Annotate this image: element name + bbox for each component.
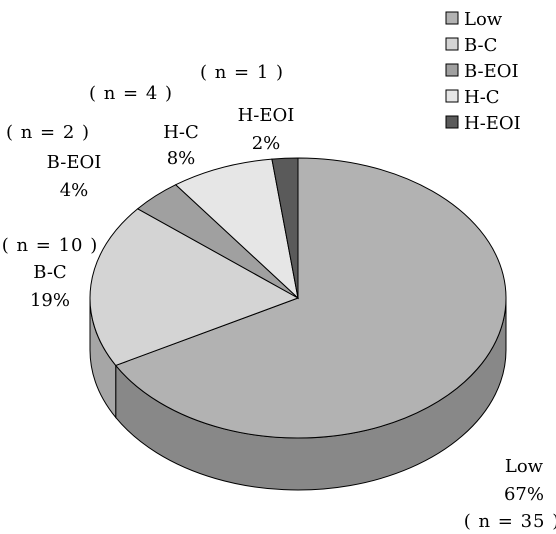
legend-swatch-low xyxy=(445,11,459,25)
data-label-percent-b-c: 19% xyxy=(30,290,70,311)
legend-label-h-eoi: H-EOI xyxy=(464,113,521,134)
data-label-count-b-c: ( n = 10 ) xyxy=(2,235,99,256)
legend-label-b-c: B-C xyxy=(464,35,497,56)
data-label-category-b-eoi: B-EOI xyxy=(47,152,102,173)
data-label-percent-h-c: 8% xyxy=(167,148,196,169)
legend-swatch-b-eoi xyxy=(445,63,459,77)
pie-slice-h-c xyxy=(174,158,299,300)
data-label-count-low: ( n = 35 ) xyxy=(464,511,556,532)
data-label-category-h-c: H-C xyxy=(163,122,199,143)
data-label-percent-low: 67% xyxy=(504,484,544,505)
data-label-count-h-c: ( n = 4 ) xyxy=(89,83,173,104)
legend-swatch-h-c xyxy=(445,89,459,103)
pie-slice-h-eoi xyxy=(271,157,299,299)
data-labels: Low 67% ( n = 35 ) B-C 19% ( n = 10 ) B-EOI 4% (… xyxy=(2,62,556,532)
pie-slice-low xyxy=(114,157,507,439)
legend-label-low: Low xyxy=(464,9,503,30)
data-label-count-h-eoi: ( n = 1 ) xyxy=(200,62,284,83)
data-label-percent-h-eoi: 2% xyxy=(252,133,281,154)
legend-swatch-b-c xyxy=(445,37,459,51)
legend-label-h-c: H-C xyxy=(464,87,500,108)
pie-top-layer xyxy=(89,157,507,439)
legend-swatch-h-eoi xyxy=(445,115,459,129)
data-label-category-h-eoi: H-EOI xyxy=(238,105,295,126)
data-label-category-low: Low xyxy=(505,456,544,477)
legend: Low B-C B-EOI H-C H-EOI xyxy=(445,9,521,134)
data-label-count-b-eoi: ( n = 2 ) xyxy=(6,122,90,143)
data-label-category-b-c: B-C xyxy=(33,262,66,283)
legend-label-b-eoi: B-EOI xyxy=(464,61,519,82)
pie-slice-b-c xyxy=(89,208,300,367)
data-label-percent-b-eoi: 4% xyxy=(60,180,89,201)
